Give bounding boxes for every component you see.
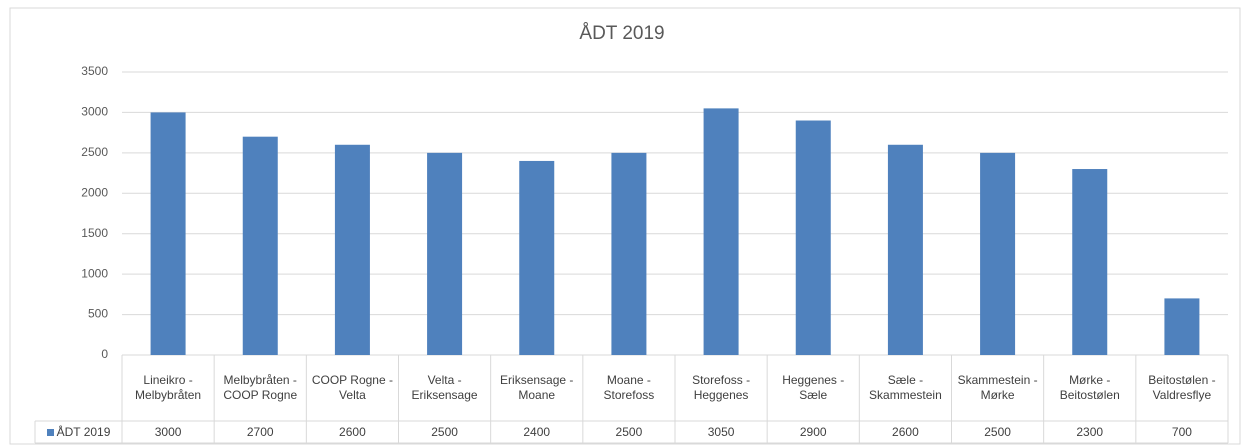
legend-swatch (46, 428, 54, 436)
legend-label: ÅDT 2019 (56, 424, 111, 439)
category-label: Skammestein - Mørke (957, 373, 1038, 402)
y-tick-label: 2000 (81, 185, 108, 199)
table-value: 700 (1171, 424, 1192, 439)
category-label: Melbybråten - COOP Rogne (223, 373, 298, 402)
y-tick-label: 1500 (81, 226, 108, 240)
table-value: 2600 (892, 424, 919, 439)
bar (703, 108, 739, 355)
category-label: Sæle - Skammestein (869, 373, 942, 402)
chart-title: ÅDT 2019 (579, 23, 664, 44)
table-value: 3000 (154, 424, 182, 439)
bar (1072, 169, 1108, 355)
bar (611, 152, 647, 355)
y-tick-label: 3000 (81, 105, 108, 119)
bar (887, 144, 923, 355)
table-value: 2700 (246, 424, 274, 439)
bar (1164, 298, 1200, 355)
y-tick-label: 500 (88, 307, 108, 321)
chart-frame (9, 7, 1241, 445)
bar (427, 152, 463, 355)
table-value: 2900 (799, 424, 827, 439)
category-label: Beitostølen - Valdresflye (1148, 373, 1216, 402)
category-label: Lineikro - Melbybråten (135, 373, 202, 402)
category-label: Eriksensage - Moane (500, 373, 574, 402)
category-label: COOP Rogne - Velta (311, 373, 393, 402)
table-value: 2500 (431, 424, 458, 439)
bar (334, 144, 370, 355)
legend-cell: ÅDT 2019 (35, 421, 122, 443)
category-label: Velta - Eriksensage (411, 373, 478, 402)
table-value: 2500 (984, 424, 1011, 439)
table-value: 2300 (1076, 424, 1104, 439)
table-value: 2600 (339, 424, 366, 439)
y-tick-label: 2500 (81, 145, 108, 159)
category-label: Mørke - Beitostølen (1059, 373, 1120, 402)
table-value: 2500 (615, 424, 643, 439)
y-tick-label: 1000 (81, 266, 108, 280)
y-tick-label: 3500 (81, 64, 108, 78)
bar (795, 120, 831, 355)
category-label: Heggenes - Sæle (782, 373, 845, 402)
bar (980, 152, 1016, 355)
bar (242, 136, 278, 355)
category-label: Storefoss - Heggenes (692, 373, 751, 402)
category-label: Moane - Storefoss (603, 373, 655, 402)
bar (519, 160, 555, 355)
y-tick-label: 0 (101, 347, 108, 361)
table-value: 3050 (707, 424, 735, 439)
table-value: 2400 (523, 424, 551, 439)
bar (150, 112, 186, 355)
